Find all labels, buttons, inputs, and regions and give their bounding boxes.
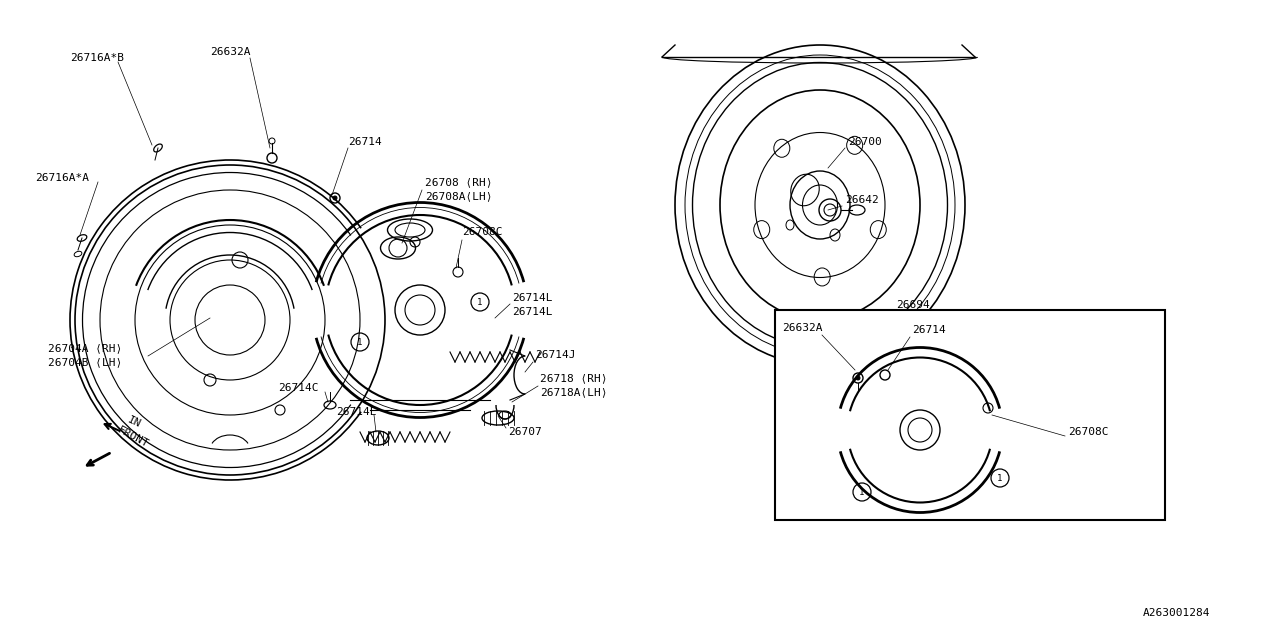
Text: 1: 1 [859,488,865,497]
Text: 26694: 26694 [896,300,929,310]
Text: 26708C: 26708C [1068,427,1108,437]
Text: 26704B ⟨LH⟩: 26704B ⟨LH⟩ [49,357,123,367]
Text: 1: 1 [357,337,362,346]
Text: 26718 ⟨RH⟩: 26718 ⟨RH⟩ [540,373,608,383]
Text: 26714: 26714 [348,137,381,147]
Text: 1: 1 [477,298,483,307]
Text: 26716A*B: 26716A*B [70,53,124,63]
Text: 26632A: 26632A [210,47,251,57]
Text: 26714: 26714 [913,325,946,335]
Text: 26704A ⟨RH⟩: 26704A ⟨RH⟩ [49,343,123,353]
Text: 26718A⟨LH⟩: 26718A⟨LH⟩ [540,387,608,397]
Text: 26714C: 26714C [278,383,319,393]
Text: 26708 ⟨RH⟩: 26708 ⟨RH⟩ [425,177,493,187]
Text: 26700: 26700 [849,137,882,147]
Text: 26708C: 26708C [462,227,503,237]
Text: A263001284: A263001284 [1143,608,1210,618]
Text: 1: 1 [997,474,1002,483]
Bar [774,310,1165,520]
Text: 26714J: 26714J [535,350,576,360]
Text: 26714L: 26714L [512,293,553,303]
Circle shape [333,196,337,200]
Text: 26632A: 26632A [782,323,823,333]
Circle shape [856,376,860,380]
Text: 26714L: 26714L [512,307,553,317]
Text: 26714E: 26714E [337,407,376,417]
Text: 26716A*A: 26716A*A [35,173,90,183]
Text: 26708A⟨LH⟩: 26708A⟨LH⟩ [425,191,493,201]
Text: FRONT: FRONT [116,426,151,450]
Text: 26642: 26642 [845,195,879,205]
Text: 26707: 26707 [508,427,541,437]
Text: IN: IN [125,415,142,430]
